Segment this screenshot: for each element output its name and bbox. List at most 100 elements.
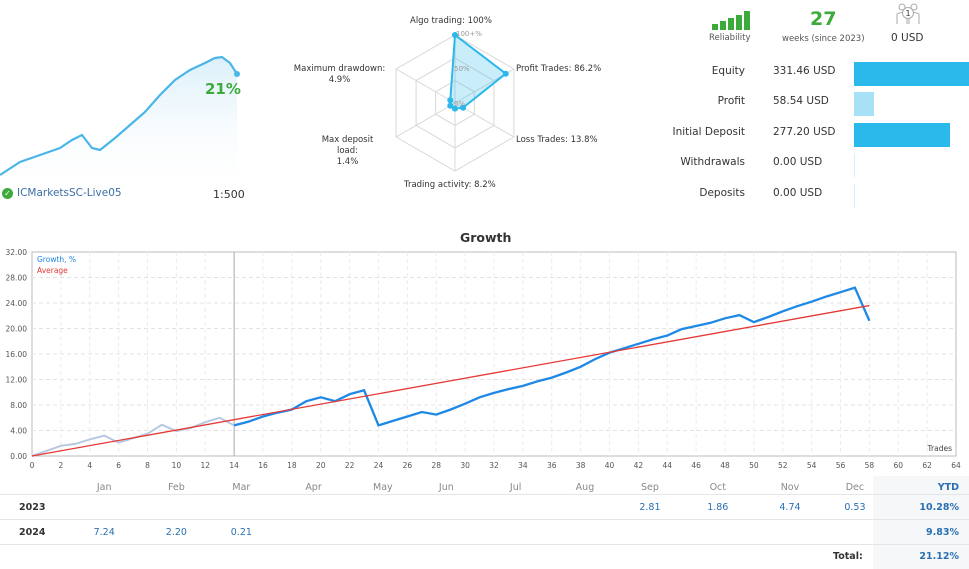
- growth-x-tick: 14: [229, 461, 239, 470]
- growth-x-tick: 6: [116, 461, 121, 470]
- growth-x-tick: 40: [605, 461, 615, 470]
- month-header-mar: Mar: [232, 482, 251, 493]
- growth-x-tick: 2: [58, 461, 63, 470]
- financial-value: 277.20 USD: [773, 126, 836, 138]
- growth-y-tick: 20.00: [6, 325, 28, 334]
- growth-y-tick: 0.00: [10, 452, 27, 461]
- returns-year-2024: 2024: [19, 527, 46, 538]
- radar-label-trading-activity: Trading activity: 8.2%: [404, 180, 496, 190]
- broker-server-name: ICMarketsSC-Live05: [17, 187, 122, 199]
- growth-x-tick: 10: [172, 461, 182, 470]
- growth-x-tick: 64: [951, 461, 961, 470]
- radar-point-5: [447, 97, 454, 104]
- mini-growth-panel: 21% ✓ ICMarketsSC-Live05 1:500: [0, 0, 250, 215]
- mini-growth-endpoint: [234, 71, 240, 77]
- growth-chart: 0.00 4.00 8.00 12.00 16.00 20.00 24.00 28.00 32.…: [6, 248, 961, 470]
- radar-label-drawdown-value: 4.9%: [328, 75, 351, 85]
- radar-label-deposit-load-title: Max deposit load:: [321, 135, 374, 156]
- growth-x-tick: 62: [922, 461, 932, 470]
- returns-row-2024: [0, 520, 969, 545]
- growth-x-tick: 12: [200, 461, 210, 470]
- growth-y-tick: 28.00: [6, 274, 28, 283]
- growth-x-tick: 4: [87, 461, 92, 470]
- total-label: Total:: [833, 551, 863, 562]
- radar-ring-label-50: 50%: [454, 65, 470, 73]
- financial-label: Initial Deposit: [672, 126, 745, 138]
- growth-y-tick: 12.00: [6, 376, 28, 385]
- radar-ring-label-0: 0%: [454, 100, 466, 108]
- legend-growth: Growth, %: [37, 255, 76, 264]
- mini-growth-line: [0, 55, 238, 176]
- growth-y-tick: 32.00: [6, 248, 28, 257]
- return-2024-mar: 0.21: [230, 527, 252, 538]
- growth-x-tick: 28: [431, 461, 441, 470]
- subscribers-count: 1: [905, 9, 910, 18]
- growth-x-tick: 0: [30, 461, 35, 470]
- growth-x-tick: 54: [807, 461, 817, 470]
- radar-label-drawdown: Maximum drawdown: 4.9%: [292, 64, 387, 86]
- month-header-apr: Apr: [305, 482, 322, 493]
- month-header-nov: Nov: [780, 482, 800, 493]
- financial-row-profit: Profit 58.54 USD: [660, 92, 969, 116]
- radar-chart: [395, 32, 515, 172]
- returns-year-2023: 2023: [19, 502, 46, 513]
- growth-x-tick: 42: [634, 461, 644, 470]
- subscribers-icon: 1: [896, 3, 920, 24]
- growth-x-tick: 58: [865, 461, 875, 470]
- return-2023-sep: 2.81: [639, 502, 661, 513]
- broker-server[interactable]: ✓ ICMarketsSC-Live05: [2, 187, 122, 199]
- growth-x-tick: 52: [778, 461, 788, 470]
- mini-growth-chart: [0, 55, 240, 185]
- growth-x-tick: 60: [893, 461, 903, 470]
- subscribers-value: 0 USD: [891, 32, 924, 44]
- radar-label-loss-trades: Loss Trades: 13.8%: [516, 135, 598, 145]
- financial-value: 331.46 USD: [773, 65, 836, 77]
- ytd-2024: 9.83%: [926, 527, 959, 538]
- verified-check-icon: ✓: [2, 187, 13, 199]
- weeks-label: weeks (since 2023): [782, 34, 865, 44]
- financial-label: Deposits: [699, 187, 745, 199]
- growth-x-tick: 50: [749, 461, 759, 470]
- radar-spoke-4: [395, 102, 456, 138]
- financial-label: Profit: [717, 95, 745, 107]
- growth-x-tick: 46: [691, 461, 701, 470]
- radar-label-drawdown-title: Maximum drawdown:: [293, 64, 386, 74]
- radar-point-1: [502, 70, 509, 77]
- leverage-value: 1:500: [213, 188, 245, 201]
- financial-bar: [854, 184, 855, 208]
- growth-x-tick: 16: [258, 461, 268, 470]
- growth-x-tick: 24: [374, 461, 384, 470]
- radar-label-deposit-load-value: 1.4%: [336, 157, 359, 167]
- radar-point-0: [452, 32, 458, 38]
- growth-x-axis-label: Trades: [927, 444, 953, 453]
- growth-x-tick: 22: [345, 461, 355, 470]
- growth-chart-title: Growth: [460, 230, 512, 245]
- radar-point-4: [447, 102, 454, 109]
- returns-row-2023: [0, 495, 969, 520]
- ytd-2023: 10.28%: [919, 502, 959, 513]
- reliability-label: Reliability: [709, 33, 751, 43]
- financial-bar: [854, 153, 855, 177]
- financial-row-deposits: Deposits 0.00 USD: [660, 184, 969, 208]
- return-2023-oct: 1.86: [707, 502, 729, 513]
- financial-row-equity: Equity 331.46 USD: [660, 62, 969, 86]
- total-value: 21.12%: [919, 551, 959, 562]
- mini-growth-percent: 21%: [205, 80, 241, 98]
- growth-x-tick: 34: [518, 461, 528, 470]
- financial-label: Equity: [711, 65, 745, 77]
- growth-x-tick: 18: [287, 461, 297, 470]
- financial-value: 58.54 USD: [773, 95, 829, 107]
- month-header-feb: Feb: [167, 482, 185, 493]
- radar-point-2: [460, 104, 467, 111]
- financial-bar: [854, 123, 951, 147]
- radar-label-algo: Algo trading: 100%: [410, 16, 492, 26]
- growth-x-tick: 56: [836, 461, 846, 470]
- radar-ring-label-100: 100+%: [456, 30, 482, 38]
- mini-growth-area: [0, 57, 237, 185]
- radar-label-profit-trades: Profit Trades: 86.2%: [516, 64, 602, 74]
- weeks-value: 27: [810, 8, 837, 30]
- month-header-aug: Aug: [575, 482, 595, 493]
- return-2023-dec: 0.53: [844, 502, 866, 513]
- growth-line: [233, 286, 871, 427]
- month-header-oct: Oct: [709, 482, 726, 493]
